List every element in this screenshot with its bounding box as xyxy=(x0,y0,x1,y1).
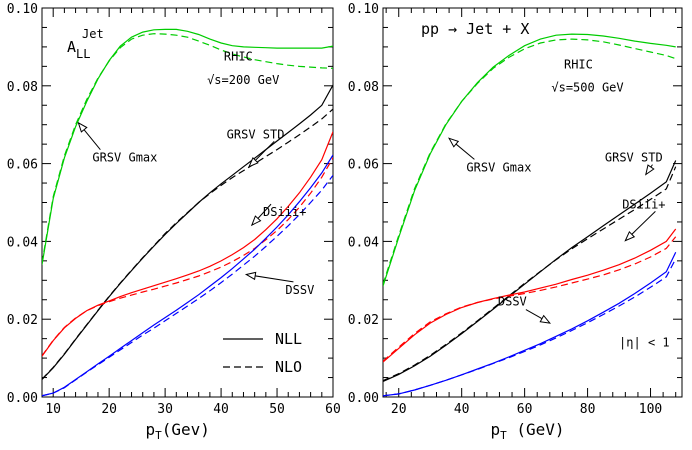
series-line-5-dashed xyxy=(383,236,677,362)
annotation-gmax: GRSV Gmax xyxy=(92,151,157,165)
y-tick-label: 0.04 xyxy=(348,235,379,250)
annotation-arrow-head xyxy=(539,314,552,324)
chart-title: pp → Jet + X xyxy=(421,20,529,38)
annotation-gmax: GRSV Gmax xyxy=(466,160,531,174)
annotation-arrow-head xyxy=(250,215,262,227)
series-line-7-dashed xyxy=(383,258,677,397)
annotation-eta: |η| < 1 xyxy=(619,335,670,349)
x-tick-label: 80 xyxy=(580,402,596,417)
y-tick-label: 0.08 xyxy=(7,80,38,95)
series-line-1-dashed xyxy=(383,38,676,285)
series-group xyxy=(42,28,333,397)
chart-title: ALL xyxy=(67,38,90,61)
annotation-dsiii: DSiii+ xyxy=(263,205,306,219)
y-tick-label: 0.02 xyxy=(348,313,379,328)
annotation-rhic: RHIC xyxy=(224,50,253,64)
series-line-6-solid xyxy=(383,252,677,397)
annotation-arrow-head xyxy=(248,156,259,168)
x-tick-label: 20 xyxy=(391,402,407,417)
panel-left: 10 20 30 40 50 60 0.00 0.02 0.04 0.06 0.08 0.10 pT(G… xyxy=(7,2,341,442)
panel-right: 20 40 60 80 100 0.00 0.02 0.04 0.06 0.08 0.10 pT (G… xyxy=(348,2,683,442)
y-tick-label: 0.10 xyxy=(348,2,379,17)
y-tick-label: 0.02 xyxy=(7,313,38,328)
annotation-arrow-head xyxy=(448,137,460,148)
y-tick-label: 0.06 xyxy=(7,158,38,173)
annotation-dsiii: DSiii+ xyxy=(622,197,665,211)
y-tick-label: 0.08 xyxy=(348,80,379,95)
x-tick-label: 30 xyxy=(157,402,173,417)
series-line-3-dashed xyxy=(383,166,677,382)
chart-title-superscript: Jet xyxy=(82,27,104,41)
x-tick-label: 100 xyxy=(639,402,662,417)
x-tick-label: 10 xyxy=(45,402,61,417)
series-line-3-dashed xyxy=(42,108,333,380)
series-line-4-solid xyxy=(42,131,333,357)
x-tick-label: 40 xyxy=(454,402,470,417)
x-tick-label: 40 xyxy=(213,402,229,417)
legend-label: NLL xyxy=(275,330,302,348)
y-tick-label: 0.00 xyxy=(7,391,38,406)
annotation-dssv: DSSV xyxy=(498,295,527,309)
annotation-energy: √s=500 GeV xyxy=(551,81,623,95)
y-tick-label: 0.00 xyxy=(348,391,379,406)
y-tick-label: 0.04 xyxy=(7,235,38,250)
x-tick-label: 60 xyxy=(517,402,533,417)
x-axis-title: pT (GeV) xyxy=(491,420,565,442)
x-tick-label: 50 xyxy=(269,402,285,417)
annotation-arrow-head xyxy=(624,230,636,242)
y-tick-label: 0.06 xyxy=(348,158,379,173)
series-group xyxy=(383,33,677,397)
annotation-arrow-head xyxy=(645,164,655,176)
y-tick-label: 0.10 xyxy=(7,2,38,17)
annotation-rhic: RHIC xyxy=(564,57,593,71)
series-line-5-dashed xyxy=(42,157,333,357)
series-line-1-dashed xyxy=(42,33,333,263)
x-tick-label: 60 xyxy=(325,402,341,417)
series-line-4-solid xyxy=(383,228,677,363)
annotation-arrow-head xyxy=(244,271,257,281)
legend-label: NLO xyxy=(275,358,302,376)
series-line-0-solid xyxy=(42,28,333,265)
annotation-std: GRSV STD xyxy=(227,127,285,141)
annotation-arrow-head xyxy=(77,121,88,133)
annotation-dssv: DSSV xyxy=(285,283,314,297)
x-tick-label: 20 xyxy=(101,402,117,417)
series-line-7-dashed xyxy=(42,174,333,397)
x-axis-title: pT(Gev) xyxy=(146,420,210,442)
annotation-std: GRSV STD xyxy=(605,151,663,165)
annotation-energy: √s=200 GeV xyxy=(207,73,279,87)
